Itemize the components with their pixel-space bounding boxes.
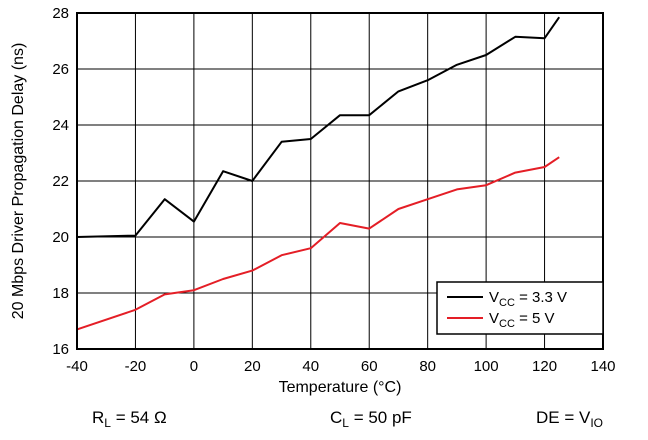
y-tick-label: 24 bbox=[52, 117, 69, 134]
x-tick-label: 0 bbox=[190, 358, 198, 375]
test-conditions: RL = 54 Ω CL = 50 pF DE = VIO bbox=[0, 408, 648, 438]
x-axis-label: Temperature (°C) bbox=[279, 379, 402, 396]
x-tick-label: 40 bbox=[302, 358, 319, 375]
y-tick-label: 16 bbox=[52, 341, 69, 358]
x-tick-label: 140 bbox=[590, 358, 615, 375]
x-tick-label: 120 bbox=[532, 358, 557, 375]
y-tick-label: 26 bbox=[52, 61, 69, 78]
series-line-1 bbox=[76, 16, 561, 238]
legend-label-1: VCC = 3.3 V bbox=[489, 289, 567, 309]
load-resistance-condition: RL = 54 Ω bbox=[92, 408, 167, 430]
legend-label-2: VCC = 5 V bbox=[489, 310, 555, 330]
x-tick-label: 60 bbox=[361, 358, 378, 375]
y-tick-label: 22 bbox=[52, 173, 69, 190]
x-tick-label: 100 bbox=[474, 358, 499, 375]
x-tick-label: 20 bbox=[244, 358, 261, 375]
plot-frame bbox=[76, 12, 604, 350]
x-tick-label: 80 bbox=[419, 358, 436, 375]
y-tick-label: 18 bbox=[52, 285, 69, 302]
y-axis-label: 20 Mbps Driver Propagation Delay (ns) bbox=[10, 43, 27, 320]
y-tick-labels: 16 18 20 22 24 26 28 bbox=[52, 5, 69, 358]
x-tick-label: -40 bbox=[66, 358, 88, 375]
plot-series bbox=[76, 16, 561, 331]
y-tick-label: 28 bbox=[52, 5, 69, 22]
load-capacitance-condition: CL = 50 pF bbox=[330, 408, 412, 430]
x-tick-labels: -40 -20 0 20 40 60 80 100 120 140 bbox=[66, 358, 615, 375]
y-tick-label: 20 bbox=[52, 229, 69, 246]
x-tick-label: -20 bbox=[125, 358, 147, 375]
driver-enable-condition: DE = VIO bbox=[536, 408, 604, 430]
legend-box bbox=[436, 281, 604, 335]
series-line-2 bbox=[76, 156, 560, 331]
